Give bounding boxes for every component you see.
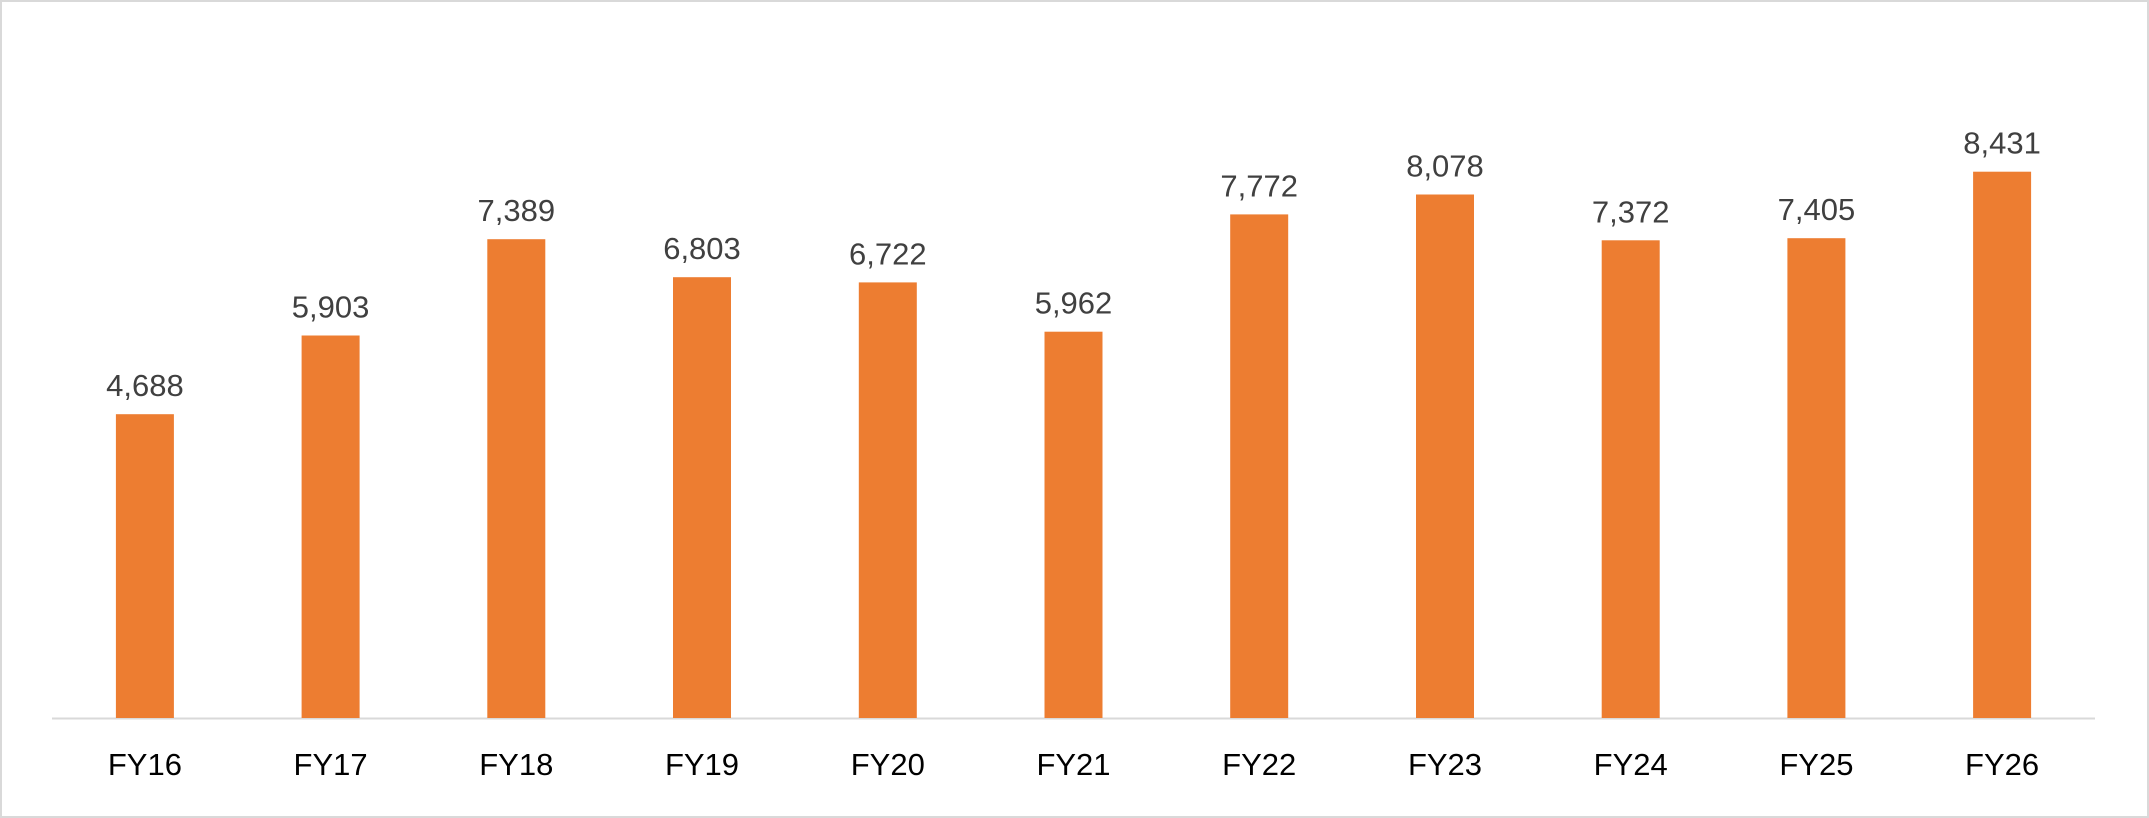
bar-fy19 — [673, 277, 731, 718]
bar-fy21 — [1044, 331, 1103, 718]
bar-fy24 — [1601, 240, 1660, 719]
x-tick-label-fy26: FY26 — [1965, 747, 2039, 782]
x-tick-label-fy16: FY16 — [108, 747, 182, 782]
data-label-fy18: 7,389 — [478, 193, 556, 228]
data-label-fy20: 6,722 — [849, 236, 927, 271]
x-tick-label-fy23: FY23 — [1408, 747, 1482, 782]
x-tick-label-fy18: FY18 — [479, 747, 553, 782]
x-tick-label-fy17: FY17 — [294, 747, 368, 782]
x-tick-label-fy25: FY25 — [1779, 747, 1853, 782]
bar-fy22 — [1230, 214, 1289, 718]
bar-fy23 — [1416, 194, 1474, 718]
x-tick-label-fy21: FY21 — [1036, 747, 1110, 782]
bar-fy18 — [487, 239, 546, 718]
bar-fy16 — [115, 414, 174, 718]
data-label-fy26: 8,431 — [1963, 126, 2041, 161]
bars-group — [115, 171, 2032, 719]
bar-fy25 — [1787, 238, 1846, 718]
data-label-fy24: 7,372 — [1592, 194, 1670, 229]
x-tick-label-fy22: FY22 — [1222, 747, 1296, 782]
bar-fy17 — [301, 335, 360, 718]
data-label-fy17: 5,903 — [292, 290, 370, 325]
data-label-fy16: 4,688 — [106, 368, 184, 403]
bar-fy20 — [858, 282, 917, 718]
data-label-fy23: 8,078 — [1406, 149, 1484, 184]
bar-fy26 — [1973, 171, 2032, 718]
data-label-fy25: 7,405 — [1778, 192, 1856, 227]
data-label-fy21: 5,962 — [1035, 286, 1113, 321]
x-tick-label-fy20: FY20 — [851, 747, 925, 782]
x-tick-label-fy24: FY24 — [1594, 747, 1668, 782]
data-labels-group: 4,688 5,903 7,389 6,803 6,722 5,962 7,772 8,078… — [106, 126, 2041, 404]
data-label-fy22: 7,772 — [1220, 168, 1298, 203]
x-tick-labels-group: FY16 FY17 FY18 FY19 FY20 FY21 FY22 FY23 FY24 FY25… — [108, 747, 2039, 782]
data-label-fy19: 6,803 — [663, 231, 741, 266]
x-tick-label-fy19: FY19 — [665, 747, 739, 782]
